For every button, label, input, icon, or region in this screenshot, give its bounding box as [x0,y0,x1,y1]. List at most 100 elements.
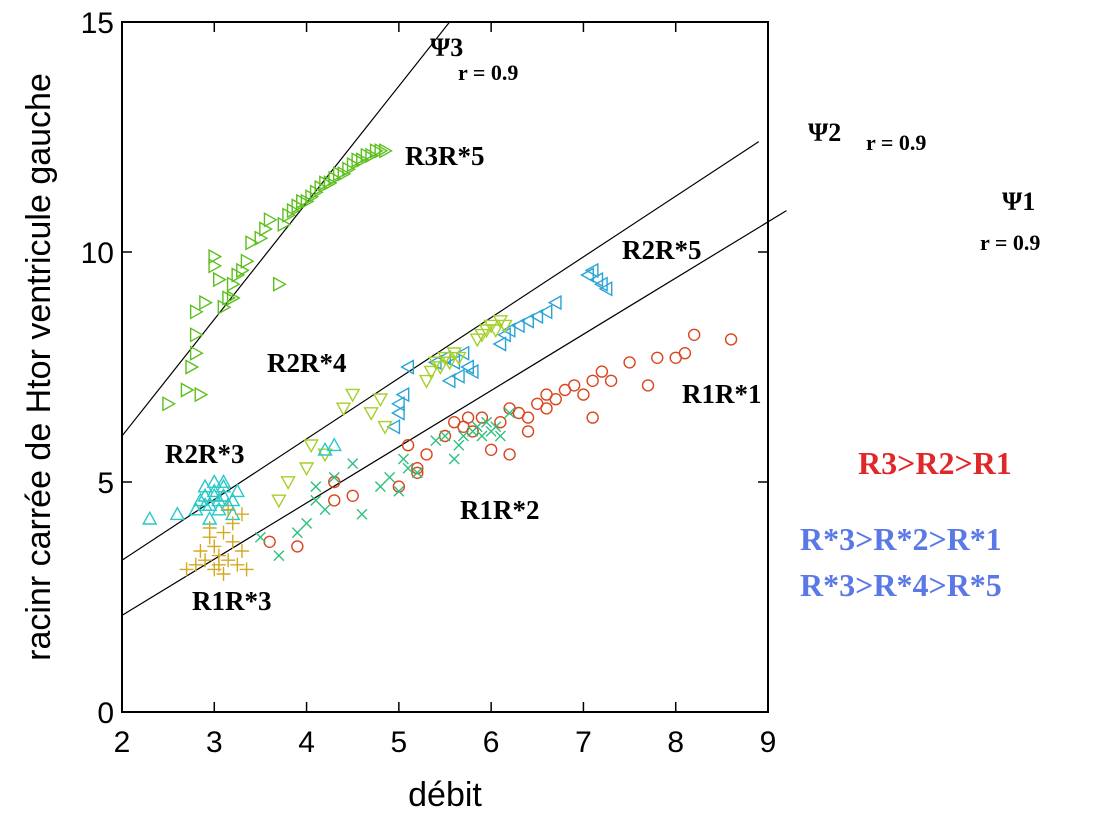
data-point [521,411,535,424]
data-point [441,373,456,389]
data-point [490,421,502,433]
data-point [229,483,246,498]
axis-ticks [121,21,769,713]
data-point [641,379,655,392]
data-point [390,396,405,412]
data-point [418,374,435,389]
data-point [448,453,460,465]
data-point [337,166,352,182]
data-point [428,356,444,371]
data-point [230,557,245,572]
series-label-r1r2: R1R*2 [460,495,540,525]
data-point [372,393,389,408]
psi1-label: Ψ1 [1002,187,1035,216]
data-point [503,448,516,461]
ranking-rstar-text-1: R*3>R*2>R*1 [800,521,1002,557]
y-tick-label-10: 10 [81,237,114,270]
data-point [226,276,241,292]
y-tick-label-0: 0 [97,697,114,730]
series-label-r1r1: R1R*1 [682,379,762,409]
y-tick-label-5: 5 [97,467,114,500]
data-point [439,430,451,442]
data-point [360,147,375,164]
data-point [687,328,701,341]
data-point [193,544,208,558]
data-point [586,374,599,387]
data-point [342,161,357,177]
series-label-r2r5: R2R*5 [622,235,702,265]
data-point [432,361,449,375]
data-point [423,365,439,380]
x-tick-label-9: 9 [760,726,777,759]
data-point [215,478,232,493]
data-point [451,351,467,366]
data-point [651,351,664,364]
data-point [198,553,213,568]
data-point [623,356,636,369]
data-point [215,487,232,502]
data-point [206,487,222,502]
data-point [529,308,544,325]
data-point [332,166,347,182]
data-point [464,363,479,380]
series-label-r1r3: R1R*3 [192,586,272,616]
data-point [510,317,525,334]
data-point [386,419,401,435]
series-r2rstar5 [386,262,613,435]
data-point [310,494,322,506]
data-point [346,156,361,173]
data-point [212,271,227,288]
data-point [483,319,499,334]
data-point [604,374,618,387]
data-point [390,405,405,421]
data-point [234,544,249,558]
x-tick-label-5: 5 [391,726,408,759]
data-point [400,359,414,375]
data-point [356,508,368,520]
data-point [189,345,204,361]
data-point [305,189,320,205]
data-point [577,388,590,401]
data-point [501,322,516,338]
data-point [346,489,359,502]
data-point [397,453,409,465]
data-point [484,443,498,456]
series-r1rstar2 [254,407,516,562]
x-tick-label-3: 3 [206,726,223,759]
data-point [492,336,507,352]
data-point [319,175,333,191]
regression-line-psi1 [121,210,787,616]
data-point [277,216,292,233]
data-point [291,527,303,539]
data-point [263,212,278,228]
data-point [162,396,177,412]
data-point [395,386,410,403]
data-point [286,202,301,219]
data-point [179,562,194,577]
x-tick-label-2: 2 [114,726,131,759]
data-point [254,531,266,543]
y-tick-label-15: 15 [81,7,114,40]
data-point [185,359,200,375]
data-point [351,152,366,168]
data-point [225,492,241,507]
series-r3rstar5 [162,143,393,412]
data-point [369,143,384,159]
data-point [492,315,509,329]
data-point [538,304,553,320]
data-point [303,439,319,454]
data-point [197,497,213,511]
data-point [194,386,209,403]
series-r1rstar1 [263,328,738,553]
data-point [365,147,380,164]
psi2-r-label: r = 0.9 [866,130,926,155]
data-point [494,430,506,442]
data-point [239,562,254,577]
data-point [335,402,352,417]
x-tick-label-7: 7 [575,726,592,759]
data-point [328,170,343,187]
data-point [221,502,236,517]
regression-line-psi3 [121,21,451,437]
series-label-r3r5: R3R*5 [405,141,485,171]
data-point [323,175,338,191]
